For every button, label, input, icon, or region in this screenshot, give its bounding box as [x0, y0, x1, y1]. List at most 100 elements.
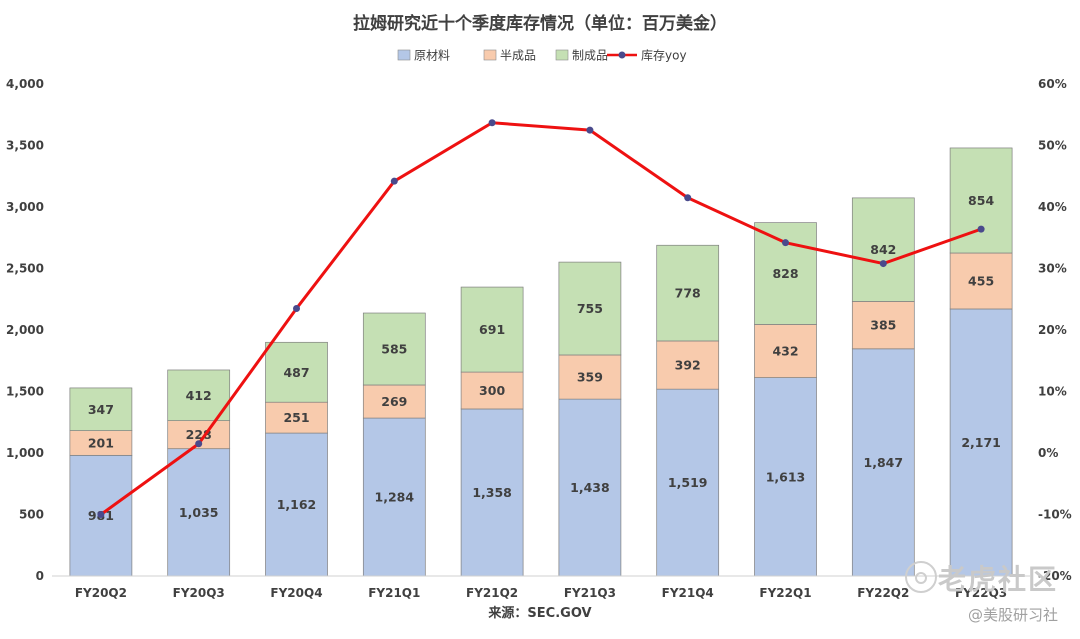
x-tick-label: FY22Q1 — [759, 586, 811, 600]
chart-caption: 来源：SEC.GOV — [487, 605, 591, 621]
y-left-tick-label: 3,000 — [6, 200, 44, 214]
yoy-line — [100, 121, 982, 516]
yoy-point — [782, 239, 789, 247]
bar-data-label: 201 — [88, 435, 114, 450]
yoy-point — [390, 177, 398, 185]
watermark-sub: @美股研习社 — [967, 606, 1058, 624]
yoy-point — [586, 126, 594, 134]
y-right-tick-label: 10% — [1038, 385, 1067, 399]
bar-wip — [851, 301, 915, 350]
bar-finished — [558, 261, 622, 356]
y-left-tick-label: 1,500 — [6, 385, 44, 399]
bar-data-label: 854 — [968, 193, 994, 208]
bar-raw — [460, 408, 524, 577]
y-left-tick-label: 3,500 — [6, 139, 44, 153]
bar-wip — [460, 371, 524, 410]
y-left-tick-label: 0 — [36, 569, 44, 583]
yoy-point — [293, 304, 300, 312]
bar-wip — [265, 401, 328, 434]
legend-swatch-0 — [397, 49, 411, 61]
bar-data-label: 2,171 — [961, 435, 1001, 450]
bar-data-label: 300 — [479, 383, 505, 398]
x-tick-label: FY20Q2 — [75, 586, 127, 600]
watermark-main: 老虎社区 — [937, 563, 1058, 596]
bar-data-label: 828 — [772, 266, 798, 281]
bar-finished — [656, 244, 720, 342]
bar-finished — [362, 312, 426, 386]
bar-finished — [69, 387, 133, 431]
bar-data-label: 455 — [968, 273, 994, 288]
bar-raw — [558, 398, 622, 577]
yoy-point — [97, 511, 105, 518]
chart-title: 拉姆研究近十个季度库存情况（单位：百万美金） — [353, 13, 727, 34]
bar-data-label: 487 — [283, 365, 309, 380]
yoy-point — [684, 194, 692, 202]
bar-wip — [362, 384, 426, 419]
bar-data-label: 359 — [577, 370, 603, 385]
bar-finished — [265, 341, 328, 403]
legend-swatch-2 — [555, 49, 569, 61]
bar-data-label: 251 — [283, 410, 309, 425]
y-right-tick-label: 60% — [1038, 77, 1067, 91]
bar-data-label: 778 — [675, 286, 701, 301]
bar-raw — [167, 448, 231, 577]
bar-wip — [754, 324, 817, 378]
y-right-tick-label: -10% — [1038, 508, 1072, 522]
bar-finished — [460, 286, 524, 373]
legend-label-1: 半成品 — [500, 49, 536, 63]
y-right-tick-label: -20% — [1038, 569, 1072, 583]
bar-wip — [656, 340, 720, 390]
x-tick-label: FY21Q1 — [368, 586, 420, 600]
bar-data-label: 691 — [479, 322, 505, 337]
x-tick-label: FY22Q2 — [857, 586, 909, 600]
legend-label-0: 原材料 — [414, 49, 450, 63]
bar-data-label: 412 — [186, 388, 212, 403]
yoy-point — [195, 440, 203, 448]
bar-data-label: 228 — [186, 427, 212, 442]
bar-raw — [851, 348, 915, 577]
bar-data-label: 1,358 — [472, 485, 512, 500]
x-tick-label: FY22Q3 — [955, 586, 1007, 600]
y-left-tick-label: 500 — [19, 508, 44, 522]
bar-data-label: 347 — [88, 402, 114, 417]
y-left-tick-label: 4,000 — [6, 77, 44, 91]
bar-raw — [265, 432, 328, 577]
bar-data-label: 1,035 — [179, 505, 219, 520]
x-tick-label: FY21Q2 — [466, 586, 518, 600]
bar-data-label: 385 — [870, 318, 896, 333]
y-right-tick-label: 0% — [1038, 446, 1058, 460]
bar-data-label: 1,847 — [864, 455, 904, 470]
bar-raw — [362, 417, 426, 577]
bar-finished — [167, 369, 231, 422]
y-right-tick-label: 40% — [1038, 200, 1067, 214]
bar-data-label: 842 — [870, 242, 896, 257]
bar-data-label: 1,519 — [668, 475, 708, 490]
bar-raw — [656, 388, 720, 577]
legend-label-2: 制成品 — [572, 49, 608, 63]
bar-data-label: 755 — [577, 301, 603, 316]
legend-swatch-1 — [483, 49, 497, 61]
x-tick-label: FY21Q3 — [564, 586, 616, 600]
yoy-point — [488, 119, 496, 127]
x-tick-label: FY20Q3 — [173, 586, 225, 600]
yoy-point — [977, 225, 985, 233]
bar-raw — [949, 308, 1013, 577]
y-left-tick-label: 1,000 — [6, 446, 44, 460]
bar-data-label: 432 — [772, 344, 798, 359]
yoy-point — [879, 260, 887, 268]
bar-data-label: 1,162 — [277, 497, 317, 512]
legend-line-marker — [618, 51, 626, 59]
bar-data-label: 392 — [675, 358, 701, 373]
y-left-tick-label: 2,000 — [6, 323, 44, 337]
watermark-logo-icon — [905, 561, 937, 593]
legend-label-3: 库存yoy — [641, 48, 687, 63]
y-right-tick-label: 20% — [1038, 323, 1067, 337]
bar-wip — [949, 252, 1013, 310]
bar-data-label: 1,438 — [570, 480, 610, 495]
bar-data-label: 585 — [381, 342, 407, 357]
bar-raw — [754, 377, 817, 577]
x-tick-label: FY20Q4 — [270, 586, 322, 600]
y-right-tick-label: 30% — [1038, 262, 1067, 276]
